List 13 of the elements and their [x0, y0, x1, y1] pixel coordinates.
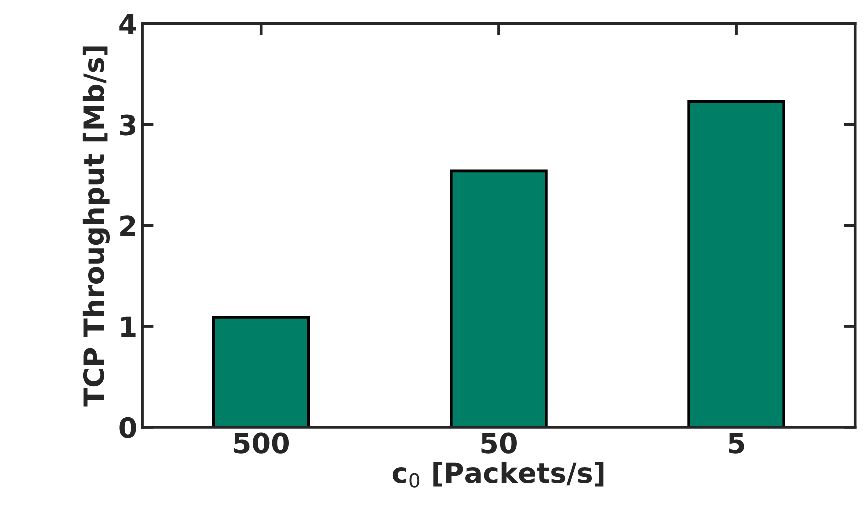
- bar: [450, 170, 548, 428]
- x-tick-label: 50: [482, 432, 517, 454]
- x-tick-label: 500: [234, 432, 290, 454]
- y-axis-title: TCP Throughput [Mb/s]: [82, 46, 110, 407]
- y-tick-label: 4: [120, 14, 136, 34]
- y-tick-label: 0: [120, 417, 136, 438]
- bar: [212, 316, 310, 428]
- x-tick-label: 5: [729, 433, 744, 454]
- y-tick-label: 2: [120, 216, 136, 236]
- y-tick-label: 3: [120, 114, 136, 136]
- bar: [688, 100, 786, 428]
- y-tick-label: 1: [122, 316, 136, 338]
- x-axis-title: c$_{0}$ [Packets/s]: [392, 462, 604, 488]
